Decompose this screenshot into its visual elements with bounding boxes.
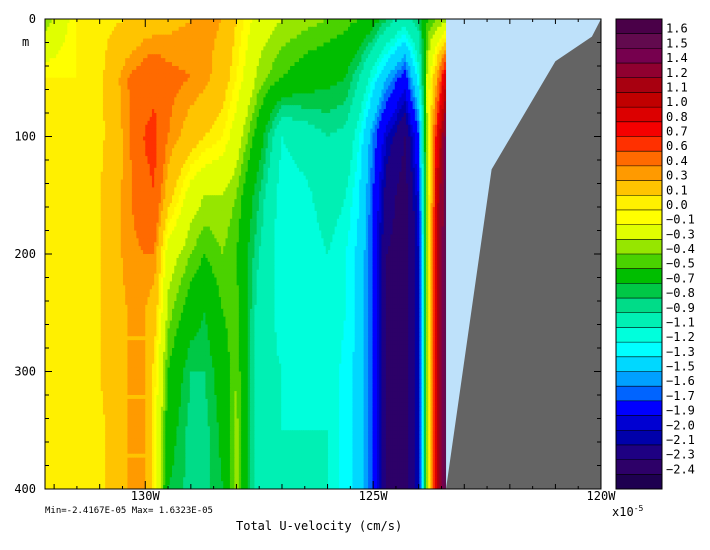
colorbar-swatch	[616, 298, 662, 314]
colorbar-swatch	[616, 195, 662, 211]
colorbar-level-label: 0.3	[666, 169, 688, 183]
chart-title: Total U-velocity (cm/s)	[236, 519, 402, 533]
contour-fill	[45, 19, 447, 489]
colorbar-swatch	[616, 33, 662, 49]
colorbar-level-label: −1.3	[666, 345, 695, 359]
colorbar-swatch	[616, 165, 662, 181]
colorbar-swatch	[616, 312, 662, 328]
colorbar-swatch	[616, 77, 662, 93]
colorbar-swatch	[616, 283, 662, 299]
colorbar-level-label: −0.7	[666, 271, 695, 285]
colorbar-level-label: 0.8	[666, 110, 688, 124]
colorbar-level-label: 1.1	[666, 80, 688, 94]
x-axis: 130W 125W 120W	[53, 19, 617, 503]
y-unit-label: m	[22, 35, 29, 49]
colorbar-level-label: −2.0	[666, 418, 695, 432]
colorbar-swatch	[616, 342, 662, 358]
colorbar-level-label: −0.9	[666, 301, 695, 315]
colorbar-level-label: 0.6	[666, 139, 688, 153]
colorbar-multiplier-exponent: -5	[634, 504, 644, 513]
colorbar-level-label: −0.8	[666, 286, 695, 300]
colorbar-level-label: 1.0	[666, 95, 688, 109]
colorbar-swatch	[616, 239, 662, 255]
y-tick-label: 100	[14, 130, 36, 144]
y-axis: 0 100 200 300 400	[14, 12, 601, 496]
colorbar-swatch	[616, 180, 662, 196]
land-mask	[446, 19, 601, 489]
colorbar-level-label: −0.5	[666, 257, 695, 271]
colorbar-swatch	[616, 356, 662, 372]
y-tick-label: 0	[29, 12, 36, 26]
colorbar-swatch	[616, 327, 662, 343]
colorbar-swatch	[616, 121, 662, 137]
colorbar-swatch	[616, 400, 662, 416]
colorbar-level-label: −1.1	[666, 315, 695, 329]
colorbar-level-label: 1.6	[666, 22, 688, 36]
x-tick-label: 120W	[587, 489, 617, 503]
colorbar-level-label: 1.4	[666, 51, 688, 65]
colorbar-swatch	[616, 224, 662, 240]
colorbar: 1.61.51.41.21.11.00.80.70.60.40.30.10.0−…	[615, 18, 695, 490]
colorbar-swatch	[616, 92, 662, 108]
colorbar-swatch	[616, 254, 662, 270]
colorbar-level-label: 0.1	[666, 183, 688, 197]
colorbar-swatch	[616, 386, 662, 402]
colorbar-level-label: 0.4	[666, 154, 688, 168]
colorbar-level-label: −2.3	[666, 448, 695, 462]
colorbar-swatch	[616, 63, 662, 79]
colorbar-swatch	[616, 415, 662, 431]
colorbar-level-label: 1.2	[666, 66, 688, 80]
colorbar-level-label: −1.7	[666, 389, 695, 403]
colorbar-swatch	[616, 474, 662, 490]
colorbar-level-label: −1.5	[666, 360, 695, 374]
colorbar-swatch	[616, 371, 662, 387]
colorbar-level-label: −1.2	[666, 330, 695, 344]
colorbar-multiplier-base: x10	[612, 505, 634, 519]
y-tick-label: 300	[14, 365, 36, 379]
colorbar-level-label: 0.0	[666, 198, 688, 212]
y-tick-label: 400	[14, 482, 36, 496]
land-topography	[446, 19, 601, 489]
colorbar-multiplier: x10-5	[612, 504, 644, 519]
colorbar-level-label: −0.4	[666, 242, 695, 256]
colorbar-swatch	[616, 430, 662, 446]
colorbar-swatch	[616, 459, 662, 475]
colorbar-level-label: −1.6	[666, 374, 695, 388]
x-tick-label: 125W	[359, 489, 389, 503]
colorbar-level-label: −0.1	[666, 213, 695, 227]
colorbar-swatch	[616, 48, 662, 64]
y-tick-label: 200	[14, 247, 36, 261]
colorbar-level-label: 0.7	[666, 125, 688, 139]
colorbar-level-label: −1.9	[666, 404, 695, 418]
colorbar-swatch	[616, 268, 662, 284]
colorbar-swatch	[616, 444, 662, 461]
colorbar-swatch	[616, 107, 662, 123]
x-tick-label: 130W	[131, 489, 161, 503]
plot-area	[45, 19, 601, 489]
colorbar-level-label: −2.1	[666, 433, 695, 447]
colorbar-swatch	[616, 151, 662, 167]
colorbar-swatch	[616, 209, 662, 226]
colorbar-level-label: −2.4	[666, 462, 695, 476]
colorbar-swatch	[616, 136, 662, 152]
colorbar-level-label: 1.5	[666, 36, 688, 50]
colorbar-swatch	[616, 19, 662, 35]
min-max-stats: Min=-2.4167E-05 Max= 1.6323E-05	[45, 506, 213, 516]
colorbar-level-label: −0.3	[666, 227, 695, 241]
